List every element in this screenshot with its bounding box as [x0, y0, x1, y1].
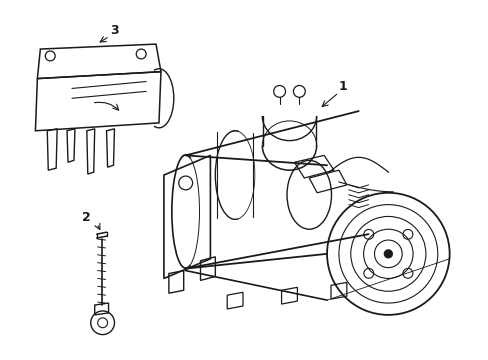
Circle shape	[384, 250, 391, 258]
Text: 1: 1	[338, 80, 346, 93]
Text: 2: 2	[82, 211, 91, 224]
Text: 3: 3	[110, 24, 119, 37]
